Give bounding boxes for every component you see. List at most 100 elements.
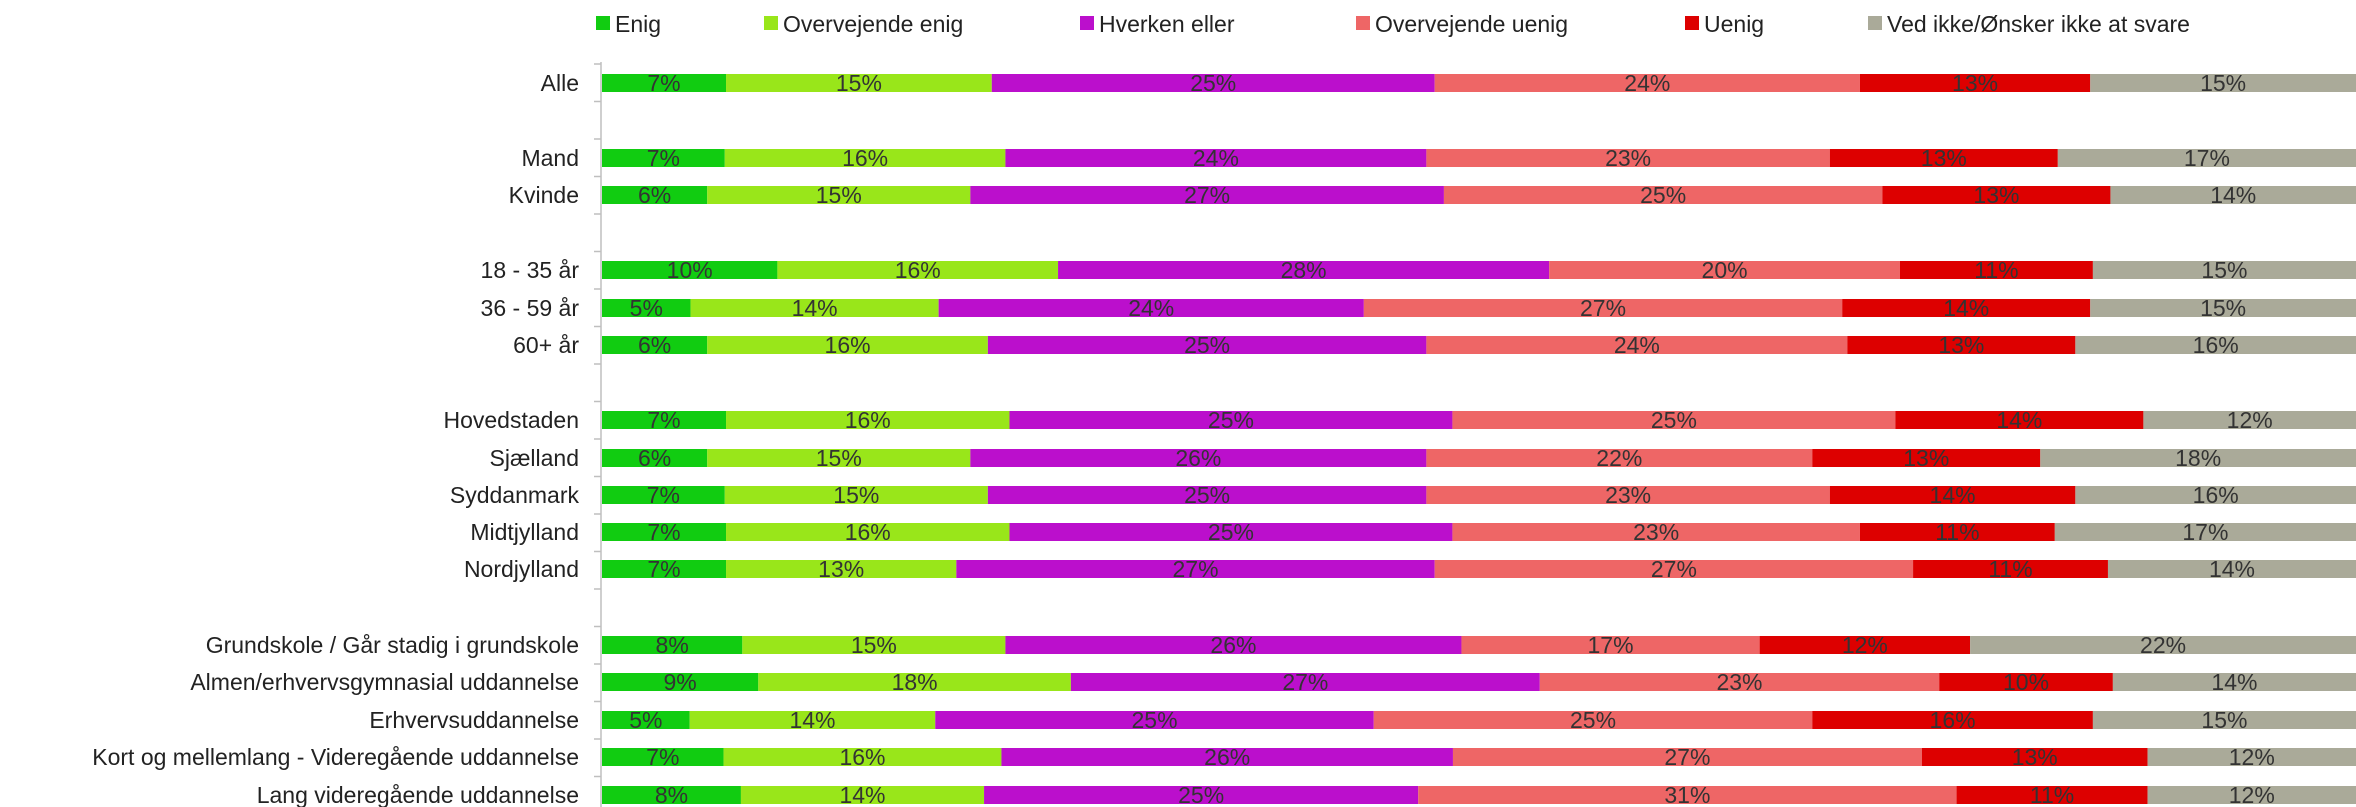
bar-segment bbox=[602, 449, 708, 467]
bar-segment bbox=[690, 299, 939, 317]
data-label: 17% bbox=[2184, 145, 2230, 171]
legend-swatch-1 bbox=[764, 16, 778, 30]
bar-segment bbox=[602, 261, 778, 279]
bar-segment bbox=[1426, 449, 1813, 467]
bar-segment bbox=[1434, 74, 1860, 92]
data-label: 5% bbox=[630, 295, 663, 321]
bar-segment bbox=[602, 149, 725, 167]
bar-segment bbox=[602, 486, 725, 504]
category-label: Mand bbox=[521, 145, 579, 171]
data-label: 13% bbox=[1973, 182, 2019, 208]
category-label: Lang videregående uddannelse bbox=[257, 782, 579, 807]
bar-segment bbox=[2147, 748, 2356, 766]
bar-segment bbox=[938, 299, 1364, 317]
data-label: 23% bbox=[1605, 482, 1651, 508]
data-label: 12% bbox=[2227, 407, 2273, 433]
data-label: 14% bbox=[1930, 482, 1976, 508]
bar-segment bbox=[1899, 261, 2093, 279]
bar-segment bbox=[1009, 411, 1453, 429]
bar-segment bbox=[987, 336, 1427, 354]
bar-segment bbox=[984, 786, 1419, 804]
data-label: 15% bbox=[2201, 707, 2247, 733]
data-label: 9% bbox=[664, 669, 697, 695]
category-label: 36 - 59 år bbox=[481, 295, 580, 321]
data-label: 7% bbox=[647, 145, 680, 171]
bar-segment bbox=[1434, 560, 1914, 578]
legend-label-0: Enig bbox=[615, 11, 661, 37]
bar-segment bbox=[602, 74, 727, 92]
bar-segment bbox=[602, 786, 741, 804]
data-label: 15% bbox=[833, 482, 879, 508]
data-label: 27% bbox=[1184, 182, 1230, 208]
bar-segment bbox=[707, 336, 988, 354]
bar-segment bbox=[1426, 486, 1830, 504]
bar-segment bbox=[1452, 748, 1922, 766]
bar-segment bbox=[689, 711, 936, 729]
data-label: 24% bbox=[1193, 145, 1239, 171]
data-label: 11% bbox=[2030, 782, 2074, 807]
data-label: 27% bbox=[1664, 744, 1710, 770]
data-label: 5% bbox=[629, 707, 662, 733]
data-label: 23% bbox=[1633, 519, 1679, 545]
bar-segment bbox=[2054, 523, 2356, 541]
data-label: 25% bbox=[1178, 782, 1224, 807]
category-axis bbox=[594, 62, 602, 807]
bar-segment bbox=[970, 186, 1444, 204]
data-label: 15% bbox=[2200, 70, 2246, 96]
data-label: 25% bbox=[1131, 707, 1177, 733]
data-label: 13% bbox=[818, 556, 864, 582]
bar-segment bbox=[2147, 786, 2356, 804]
legend-label-3: Overvejende uenig bbox=[1375, 11, 1568, 37]
bar-segment bbox=[2107, 560, 2356, 578]
data-label: 23% bbox=[1716, 669, 1762, 695]
data-label: 13% bbox=[1903, 445, 1949, 471]
bar-segment bbox=[602, 186, 708, 204]
bar-segment bbox=[1001, 748, 1453, 766]
bar-segment bbox=[1829, 486, 2076, 504]
data-label: 25% bbox=[1184, 482, 1230, 508]
data-label: 18% bbox=[892, 669, 938, 695]
bar-segment bbox=[1882, 186, 2111, 204]
bar-segment bbox=[1921, 748, 2148, 766]
data-label: 8% bbox=[656, 632, 689, 658]
data-label: 14% bbox=[2211, 669, 2257, 695]
data-label: 11% bbox=[1974, 257, 2018, 283]
data-label: 25% bbox=[1640, 182, 1686, 208]
data-label: 27% bbox=[1651, 556, 1697, 582]
data-label: 14% bbox=[2209, 556, 2255, 582]
bar-segment bbox=[602, 560, 727, 578]
bar-segment bbox=[2092, 261, 2356, 279]
bar-segment bbox=[2057, 149, 2356, 167]
category-label: Grundskole / Går stadig i grundskole bbox=[206, 632, 579, 658]
data-label: 11% bbox=[1988, 556, 2032, 582]
data-label: 26% bbox=[1175, 445, 1221, 471]
data-label: 25% bbox=[1651, 407, 1697, 433]
data-label: 7% bbox=[646, 744, 679, 770]
bar-segment bbox=[1970, 636, 2356, 654]
bar-segment bbox=[602, 673, 759, 691]
data-label: 13% bbox=[1952, 70, 1998, 96]
bar-segment bbox=[1452, 523, 1860, 541]
bar-segment bbox=[2040, 449, 2356, 467]
data-label: 6% bbox=[638, 445, 671, 471]
bar-segment bbox=[1070, 673, 1540, 691]
legend-label-4: Uenig bbox=[1704, 11, 1764, 37]
data-label: 24% bbox=[1624, 70, 1670, 96]
data-label: 27% bbox=[1173, 556, 1219, 582]
data-label: 25% bbox=[1208, 519, 1254, 545]
bar-segment bbox=[987, 486, 1427, 504]
data-label: 6% bbox=[638, 332, 671, 358]
data-label: 15% bbox=[836, 70, 882, 96]
bar-segment bbox=[726, 74, 992, 92]
bar-segment bbox=[1009, 523, 1453, 541]
data-label: 24% bbox=[1128, 295, 1174, 321]
bar-segment bbox=[1418, 786, 1957, 804]
data-label: 17% bbox=[2182, 519, 2228, 545]
bar-segment bbox=[1549, 261, 1900, 279]
bar-segment bbox=[1812, 711, 2093, 729]
data-label: 16% bbox=[845, 519, 891, 545]
bar-segment bbox=[1829, 149, 2058, 167]
bar-segment bbox=[1913, 560, 2108, 578]
data-label: 28% bbox=[1281, 257, 1327, 283]
